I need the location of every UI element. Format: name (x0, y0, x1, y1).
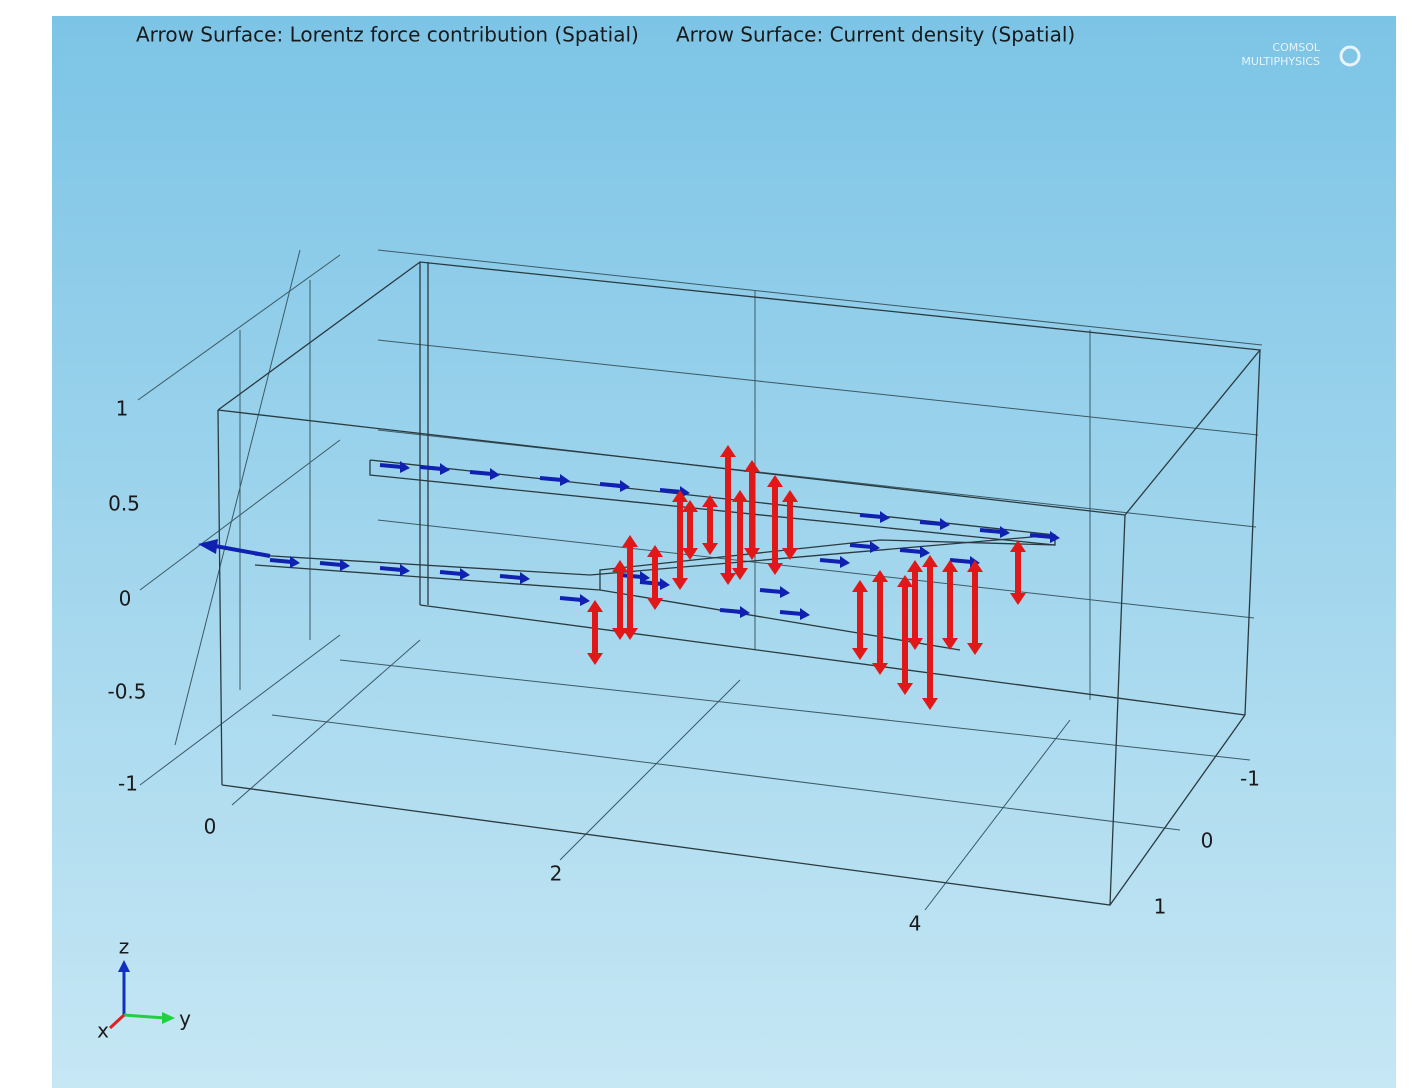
arrow (820, 560, 842, 562)
triad-label: z (119, 935, 130, 959)
arrow (600, 484, 622, 486)
arrow (860, 515, 882, 517)
triad-label: y (179, 1007, 191, 1031)
y-tick-label: 2 (550, 862, 563, 886)
z-tick-label: 0 (119, 587, 132, 611)
arrow (640, 582, 662, 584)
arrow (760, 590, 782, 592)
logo: MULTIPHYSICS (1241, 55, 1320, 68)
arrow (440, 572, 462, 574)
arrow (850, 545, 872, 547)
z-tick-label: -0.5 (107, 680, 146, 704)
arrow (500, 576, 522, 578)
z-tick-label: -1 (118, 772, 138, 796)
logo: COMSOL (1272, 41, 1320, 54)
arrow (950, 560, 972, 562)
plot-title: Arrow Surface: Current density (Spatial) (676, 23, 1075, 47)
arrow (270, 560, 292, 562)
x-tick-label: 0 (1201, 829, 1214, 853)
arrow (420, 467, 442, 469)
y-tick-label: 4 (909, 912, 922, 936)
arrow (540, 478, 562, 480)
arrow (920, 522, 942, 524)
arrow (980, 530, 1002, 532)
triad-label: x (97, 1019, 109, 1043)
arrow (1030, 535, 1052, 537)
z-tick-label: 0.5 (108, 492, 140, 516)
arrow (560, 598, 582, 600)
y-tick-label: 0 (204, 815, 217, 839)
arrow (380, 568, 402, 570)
arrow (470, 472, 492, 474)
x-tick-label: -1 (1240, 767, 1260, 791)
z-tick-label: 1 (116, 397, 129, 421)
arrow (780, 612, 802, 614)
graphics-window: Arrow Surface: Lorentz force contributio… (0, 0, 1418, 1088)
arrow (660, 490, 682, 492)
plot-title: Arrow Surface: Lorentz force contributio… (136, 23, 639, 47)
arrow (380, 465, 402, 467)
x-tick-label: 1 (1154, 895, 1167, 919)
arrow (720, 610, 742, 612)
arrow (900, 550, 922, 552)
arrow (320, 563, 342, 565)
